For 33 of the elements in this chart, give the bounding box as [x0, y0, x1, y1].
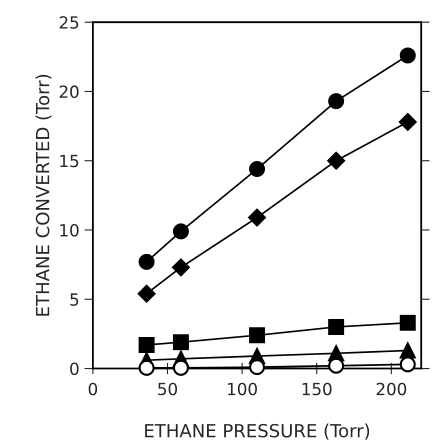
- x-tick-label: 50: [158, 382, 177, 396]
- point: [172, 360, 189, 376]
- point: [249, 327, 266, 344]
- point: [138, 360, 155, 376]
- y-tick-label: 25: [60, 16, 78, 29]
- point: [249, 359, 266, 376]
- point: [400, 47, 416, 64]
- point: [400, 314, 416, 331]
- y-axis-title: ETHANE CONVERTED (Torr): [35, 74, 52, 316]
- y-tick-label: 15: [60, 154, 78, 168]
- point: [172, 334, 189, 350]
- x-axis-title: ETHANE PRESSURE (Torr): [145, 424, 370, 440]
- point: [327, 152, 346, 170]
- point: [249, 161, 266, 178]
- point: [328, 93, 344, 110]
- point: [400, 342, 416, 358]
- point: [172, 258, 190, 276]
- point: [248, 208, 266, 226]
- point: [138, 254, 155, 270]
- point: [328, 358, 344, 374]
- y-tick-label: 0: [70, 362, 79, 376]
- x-tick-label: 200: [376, 382, 406, 396]
- point: [398, 113, 417, 131]
- y-tick-label: 20: [60, 85, 79, 98]
- x-tick-label: 150: [302, 382, 332, 396]
- point: [138, 336, 155, 353]
- y-tick-label: 5: [70, 293, 78, 306]
- point: [138, 284, 156, 303]
- y-tick-label: 10: [60, 224, 79, 237]
- point: [328, 318, 344, 335]
- point: [172, 223, 189, 240]
- x-tick-label: 0: [88, 382, 98, 396]
- x-tick-label: 100: [228, 382, 257, 396]
